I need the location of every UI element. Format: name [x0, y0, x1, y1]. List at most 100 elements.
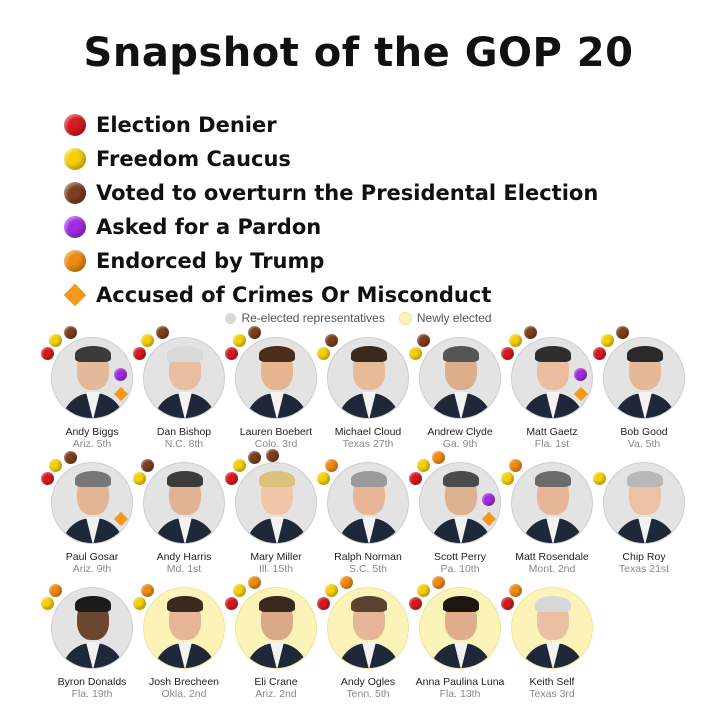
freedom-caucus-dot-icon [501, 472, 514, 485]
dot-icon [64, 182, 86, 204]
member-card: Josh Brecheen Okla. 2nd [133, 584, 234, 700]
legend: Election Denier Freedom Caucus Voted to ov… [63, 108, 599, 312]
voted-overturn-dot-icon [524, 326, 537, 339]
freedom-caucus-dot-icon [233, 334, 246, 347]
voted-overturn-dot-icon [616, 326, 629, 339]
member-name: Lauren Boebert [239, 426, 313, 438]
avatar [327, 587, 409, 669]
member-district: Fla. 19th [71, 688, 113, 700]
member-name: Keith Self [529, 676, 575, 688]
member-card: Andrew Clyde Ga. 9th [409, 334, 510, 450]
member-card: Michael Cloud Texas 27th [317, 334, 418, 450]
key-newly: Newly elected [398, 311, 492, 325]
member-card: Matt Rosendale Mont. 2nd [501, 459, 602, 575]
portrait-hair [75, 346, 111, 362]
portrait-hair [167, 471, 203, 487]
member-district: Ill. 15th [259, 563, 293, 575]
member-district: Md. 1st [166, 563, 202, 575]
avatar [603, 462, 685, 544]
member-district: Ariz. 9th [72, 563, 112, 575]
election-denier-dot-icon [41, 472, 54, 485]
member-name: Chip Roy [622, 551, 666, 563]
avatar [143, 462, 225, 544]
member-name: Scott Perry [434, 551, 486, 563]
voted-overturn-dot-icon [156, 326, 169, 339]
member-name: Matt Gaetz [526, 426, 578, 438]
dot-icon [64, 216, 86, 238]
legend-label: Asked for a Pardon [96, 215, 322, 239]
reelected-swatch [225, 312, 237, 324]
asked-pardon-dot-icon [574, 368, 587, 381]
member-district: Texas 27th [342, 438, 394, 450]
member-card: Andy Ogles Tenn. 5th [317, 576, 418, 700]
endorsed-trump-dot-icon [325, 459, 338, 472]
member-card: Paul Gosar Ariz. 9th [41, 451, 142, 575]
dot-icon [64, 114, 86, 136]
portrait-hair [75, 596, 111, 612]
member-district: Texas 3rd [529, 688, 575, 700]
asked-pardon-dot-icon [114, 368, 127, 381]
voted-overturn-dot-icon [417, 334, 430, 347]
member-name: Dan Bishop [156, 426, 212, 438]
freedom-caucus-dot-icon [601, 334, 614, 347]
member-name: Bob Good [620, 426, 668, 438]
page-title: Snapshot of the GOP 20 [83, 30, 634, 76]
portrait-hair [167, 346, 203, 362]
endorsed-trump-dot-icon [340, 576, 353, 589]
freedom-caucus-dot-icon [593, 472, 606, 485]
member-district: Pa. 10th [440, 563, 480, 575]
avatar [511, 587, 593, 669]
legend-item-accused: Accused of Crimes Or Misconduct [63, 278, 598, 312]
legend-label: Endorced by Trump [96, 249, 325, 273]
endorsed-trump-dot-icon [248, 576, 261, 589]
portrait-hair [351, 346, 387, 362]
avatar [603, 337, 685, 419]
election-denier-dot-icon [225, 347, 238, 360]
portrait-hair [351, 596, 387, 612]
avatar [327, 337, 409, 419]
member-name: Andy Ogles [340, 676, 396, 688]
member-card: Mary Miller Ill. 15th [225, 449, 326, 575]
avatar [51, 587, 133, 669]
portrait-hair [443, 471, 479, 487]
avatar [235, 462, 317, 544]
election-denier-dot-icon [409, 597, 422, 610]
freedom-caucus-dot-icon [317, 472, 330, 485]
dot-icon [64, 250, 86, 272]
avatar [235, 337, 317, 419]
asked-pardon-dot-icon [482, 493, 495, 506]
endorsed-trump-dot-icon [49, 584, 62, 597]
election-denier-dot-icon [317, 597, 330, 610]
member-card: Andy Harris Md. 1st [133, 459, 234, 575]
endorsed-trump-dot-icon [509, 459, 522, 472]
member-card: Ralph Norman S.C. 5th [317, 459, 418, 575]
freedom-caucus-dot-icon [141, 334, 154, 347]
voted-overturn-dot-icon [141, 459, 154, 472]
member-card: Scott Perry Pa. 10th [409, 451, 510, 575]
member-name: Michael Cloud [334, 426, 402, 438]
dot-icon [64, 148, 86, 170]
election-denier-dot-icon [409, 472, 422, 485]
member-district: S.C. 5th [349, 563, 387, 575]
legend-item-endorsed-trump: Endorced by Trump [64, 244, 598, 278]
legend-label: Voted to overturn the Presidental Electi… [96, 181, 599, 205]
legend-item-freedom-caucus: Freedom Caucus [64, 142, 598, 176]
status-key: Re-elected representatives Newly elected [0, 311, 717, 325]
member-district: Fla. 13th [439, 688, 481, 700]
endorsed-trump-dot-icon [432, 576, 445, 589]
avatar [419, 337, 501, 419]
portrait-hair [627, 346, 663, 362]
election-denier-dot-icon [225, 472, 238, 485]
endorsed-trump-dot-icon [509, 584, 522, 597]
member-district: Ga. 9th [442, 438, 478, 450]
key-newly-label: Newly elected [416, 311, 492, 325]
election-denier-dot-icon [225, 597, 238, 610]
member-name: Ralph Norman [334, 551, 402, 563]
freedom-caucus-dot-icon [417, 459, 430, 472]
member-card: Bob Good Va. 5th [593, 326, 694, 450]
member-name: Andrew Clyde [427, 426, 493, 438]
member-district: Mont. 2nd [528, 563, 576, 575]
election-denier-dot-icon [501, 347, 514, 360]
member-name: Byron Donalds [57, 676, 127, 688]
freedom-caucus-dot-icon [233, 584, 246, 597]
